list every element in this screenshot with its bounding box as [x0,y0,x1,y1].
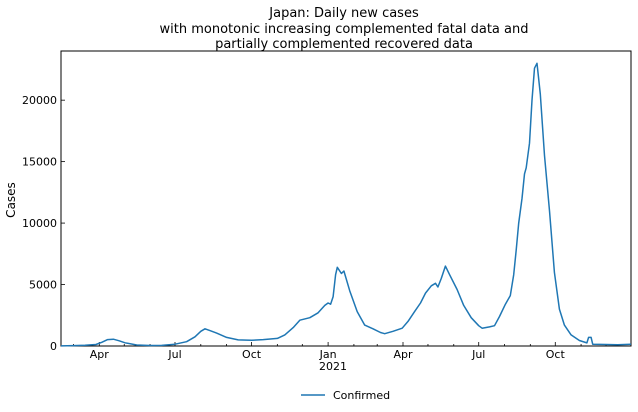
y-tick-label-10000: 10000 [22,217,57,230]
y-tick-label-15000: 15000 [22,156,57,169]
chart-title-line-2: with monotonic increasing complemented f… [160,22,529,37]
y-tick-label-20000: 20000 [22,94,57,107]
y-tick-label-5000: 5000 [29,279,57,292]
x-year-label: 2021 [319,360,347,373]
y-tick-label-0: 0 [50,340,57,353]
y-axis: 0 5000 10000 15000 20000 [22,94,65,353]
chart-title: Japan: Daily new cases with monotonic in… [160,6,529,52]
y-axis-label: Cases [4,182,18,218]
series-line-confirmed [60,62,632,347]
x-tick-label-2020-10: Oct [242,348,262,361]
x-tick-label-2021-01: Jan [319,348,337,361]
x-tick-label-2020-07: Jul [167,348,181,361]
x-tick-label-2021-10: Oct [546,348,566,361]
legend-label-confirmed: Confirmed [333,389,390,402]
plot-area [60,50,632,347]
legend: Confirmed [301,389,390,402]
x-tick-label-2021-07: Jul [471,348,485,361]
chart-title-line-1: Japan: Daily new cases [268,6,419,21]
series-layer [60,62,632,347]
x-axis: Apr Jul Oct Jan Apr Jul Oct [73,342,607,361]
x-tick-label-2021-04: Apr [393,348,413,361]
chart-title-line-3: partially complemented recovered data [215,37,473,52]
x-tick-label-2020-04: Apr [90,348,110,361]
